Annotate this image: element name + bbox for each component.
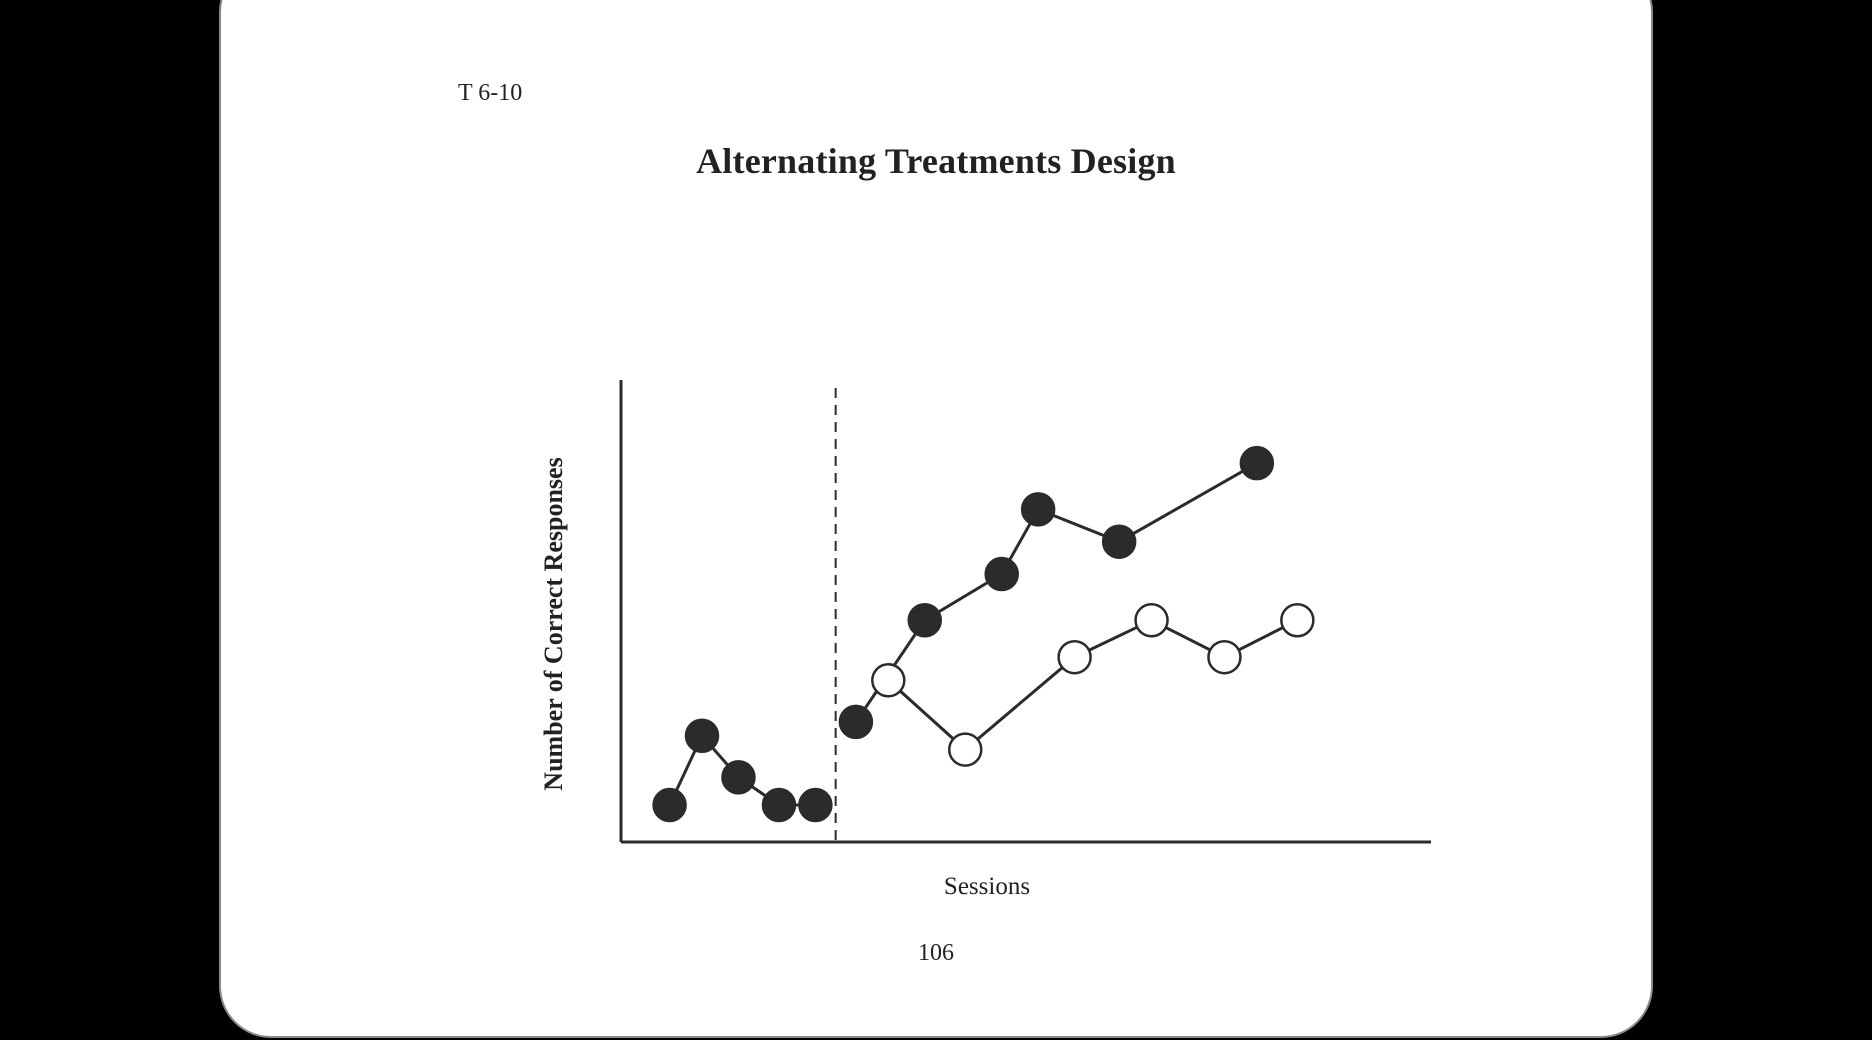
series-1-point-2-3: [984, 556, 1019, 592]
series-2-line-1: [887, 618, 1299, 752]
page-id: T 6-10: [458, 80, 523, 106]
chart-title: Alternating Treatments Design: [696, 141, 1176, 181]
series-2-point-1-1: [871, 663, 906, 698]
series-2-point-1-3: [1057, 639, 1092, 675]
series-2-point-1-2: [948, 732, 983, 767]
series-1-point-2-4: [1020, 492, 1056, 527]
series-1-line-2: [854, 461, 1258, 723]
series-2-point-1-6: [1280, 602, 1315, 638]
page-number: 106: [918, 940, 954, 966]
series-1-point-1-3: [721, 760, 756, 795]
y-axis-label: Number of Correct Responses: [539, 457, 568, 790]
series-1-point-1-4: [761, 787, 797, 823]
series-layer: [652, 445, 1315, 823]
series-1-point-2-1: [838, 704, 874, 740]
slide-page: T 6-10 Alternating Treatments Design Ses…: [219, 0, 1653, 1038]
series-1-point-2-2: [907, 602, 942, 638]
series-1-point-2-6: [1239, 445, 1275, 481]
series-1-point-1-2: [684, 718, 720, 753]
series-1: [652, 445, 1275, 823]
series-2-point-1-5: [1207, 639, 1242, 675]
series-2-point-1-4: [1134, 602, 1169, 638]
series-1-point-2-5: [1101, 524, 1137, 559]
x-axis-label: Sessions: [944, 873, 1030, 900]
line-chart: Sessions Number of Correct Responses: [539, 380, 1431, 900]
series-1-point-1-1: [652, 787, 687, 823]
series-1-point-1-5: [798, 787, 833, 823]
series-2: [871, 602, 1315, 767]
